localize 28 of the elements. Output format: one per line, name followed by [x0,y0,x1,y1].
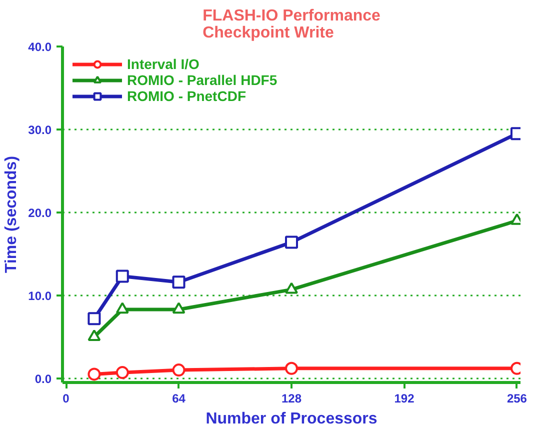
x-tick-label: 128 [281,392,302,406]
point [88,312,101,326]
chart-title: FLASH-IO Performance Checkpoint Write [202,8,381,42]
point [285,362,298,375]
point [116,270,129,283]
y-axis-title: Time (seconds) [3,156,20,274]
x-axis-title: Number of Processors [206,410,378,428]
point [172,364,186,377]
point [116,302,129,314]
point [88,330,101,342]
legend-label: ROMIO - PnetCDF [127,88,246,104]
legend-label: Interval I/O [127,56,200,72]
x-tick-label: 192 [394,392,415,406]
y-tick-label: 10.0 [28,288,52,303]
point [172,302,186,314]
point [285,282,298,294]
legend-label: ROMIO - Parallel HDF5 [127,72,278,88]
x-tick-label: 0 [62,392,70,406]
y-tick-label: 40.0 [28,40,52,54]
y-tick-label: 30.0 [28,122,52,137]
point [88,368,101,381]
y-tick-label: 20.0 [28,206,52,220]
point [116,366,129,380]
point [172,276,186,289]
point [285,236,298,249]
x-tick-label: 256 [506,392,528,406]
x-tick-label: 64 [172,392,186,406]
y-tick-label: 0.0 [34,372,52,386]
